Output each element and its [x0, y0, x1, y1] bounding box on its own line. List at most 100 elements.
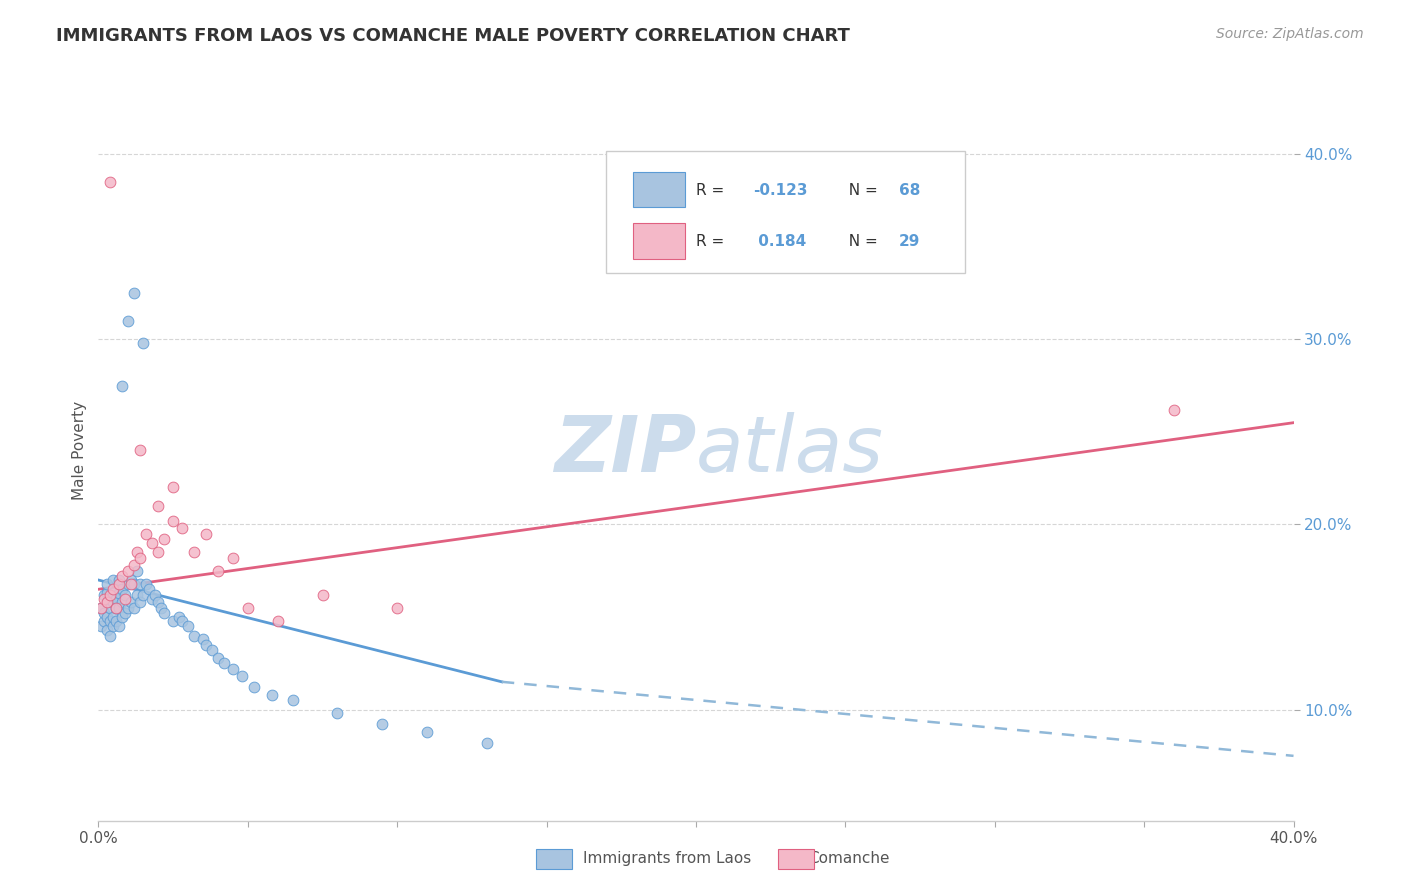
Point [243, 681, 266, 695]
Point [93, 607, 115, 621]
Point [98, 175, 122, 189]
Point [195, 638, 218, 652]
Point [183, 545, 205, 559]
Point [236, 600, 259, 615]
Point [150, 600, 173, 615]
Point [103, 619, 125, 633]
Point [117, 564, 139, 578]
Point [98, 600, 122, 615]
Point [114, 591, 136, 606]
Point [105, 591, 128, 606]
Point [207, 564, 229, 578]
Point [183, 628, 205, 642]
Point [98, 614, 122, 628]
Text: 68: 68 [900, 183, 921, 198]
Point [120, 573, 142, 587]
FancyBboxPatch shape [633, 172, 685, 207]
Text: N =: N = [839, 235, 883, 249]
Point [96, 610, 118, 624]
Text: R =: R = [696, 235, 730, 249]
Point [153, 533, 176, 547]
Point [127, 564, 149, 578]
Point [93, 588, 115, 602]
Point [138, 582, 160, 597]
Point [162, 514, 184, 528]
Point [105, 614, 128, 628]
Point [114, 588, 136, 602]
Point [124, 576, 146, 591]
Point [114, 607, 136, 621]
Point [141, 536, 163, 550]
Point [129, 576, 152, 591]
Point [129, 550, 152, 565]
Point [96, 576, 118, 591]
Point [177, 619, 200, 633]
Point [141, 591, 163, 606]
Point [195, 526, 218, 541]
Point [96, 586, 118, 600]
Point [127, 588, 149, 602]
Text: atlas: atlas [696, 412, 884, 489]
Point [222, 662, 245, 676]
Text: ZIP: ZIP [554, 412, 696, 489]
Text: 0.184: 0.184 [754, 235, 807, 249]
Point [416, 724, 439, 739]
Point [127, 545, 149, 559]
Point [105, 600, 128, 615]
Point [98, 628, 122, 642]
Point [260, 688, 283, 702]
Text: R =: R = [696, 183, 730, 198]
Point [201, 643, 224, 657]
Point [111, 378, 134, 392]
Point [103, 573, 125, 587]
Point [267, 614, 290, 628]
Point [111, 569, 134, 583]
Point [108, 573, 131, 587]
Point [103, 610, 125, 624]
Point [124, 558, 146, 573]
Point [111, 595, 134, 609]
FancyBboxPatch shape [606, 151, 965, 273]
Point [117, 576, 139, 591]
Text: 29: 29 [900, 235, 921, 249]
Point [93, 614, 115, 628]
Point [103, 586, 125, 600]
Point [371, 717, 394, 731]
Point [385, 600, 409, 615]
Point [172, 614, 194, 628]
Point [162, 614, 184, 628]
Point [129, 443, 152, 458]
Point [124, 286, 146, 301]
Point [120, 595, 142, 609]
Point [162, 480, 184, 494]
Point [135, 576, 157, 591]
Point [172, 521, 194, 535]
Point [96, 595, 118, 609]
Point [153, 607, 176, 621]
Point [132, 336, 155, 351]
Point [98, 591, 122, 606]
Point [207, 650, 229, 665]
Point [96, 595, 118, 609]
Text: Immigrants from Laos: Immigrants from Laos [583, 851, 752, 865]
Point [117, 314, 139, 328]
Point [191, 632, 214, 647]
Point [231, 669, 253, 683]
Y-axis label: Male Poverty: Male Poverty [72, 401, 87, 500]
Point [108, 586, 131, 600]
Point [103, 582, 125, 597]
Point [108, 600, 131, 615]
Point [212, 657, 235, 671]
Point [124, 600, 146, 615]
Point [129, 595, 152, 609]
Point [143, 588, 166, 602]
Point [111, 610, 134, 624]
Point [475, 736, 498, 750]
Point [93, 591, 115, 606]
Text: Comanche: Comanche [808, 851, 890, 865]
Text: -0.123: -0.123 [754, 183, 808, 198]
Point [1163, 402, 1185, 417]
Text: IMMIGRANTS FROM LAOS VS COMANCHE MALE POVERTY CORRELATION CHART: IMMIGRANTS FROM LAOS VS COMANCHE MALE PO… [56, 27, 851, 45]
Point [90, 619, 112, 633]
Point [120, 576, 142, 591]
